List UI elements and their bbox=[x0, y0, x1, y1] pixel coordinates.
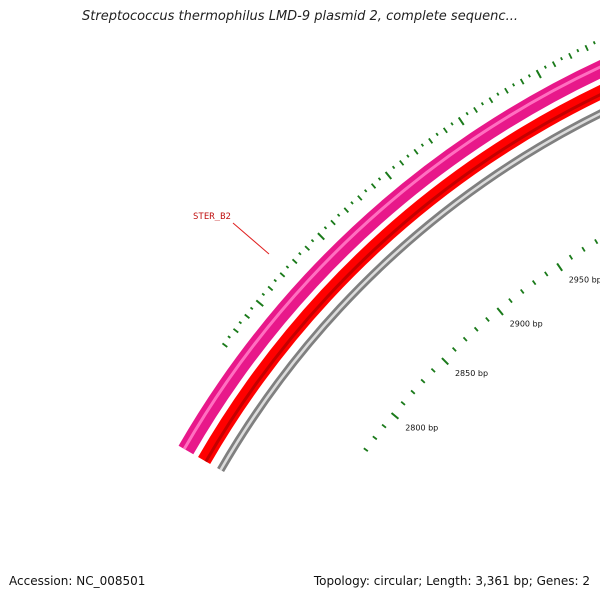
outer-tick-mark bbox=[399, 159, 405, 166]
tick-label: 2900 bp bbox=[510, 320, 543, 329]
inner-tick-mark bbox=[531, 280, 537, 286]
outer-tick-mark bbox=[350, 201, 354, 205]
tick-label: 2950 bp bbox=[569, 276, 600, 285]
outer-tick-mark bbox=[527, 74, 531, 78]
gene-label-leader bbox=[232, 222, 270, 255]
outer-tick-mark bbox=[273, 278, 277, 283]
outer-tick-mark bbox=[310, 238, 315, 243]
outer-tick-mark bbox=[357, 195, 363, 201]
outer-tick-mark bbox=[370, 183, 377, 189]
backbone-ring-highlight bbox=[219, 112, 600, 471]
gene-inner-track bbox=[198, 84, 600, 465]
outer-tick-mark bbox=[255, 299, 264, 307]
outer-tick-mark bbox=[227, 335, 231, 339]
outer-tick-mark bbox=[384, 171, 393, 180]
outer-tick-mark bbox=[457, 116, 465, 126]
outer-tick-mark bbox=[249, 306, 254, 311]
outer-tick-mark bbox=[413, 148, 419, 155]
outer-tick-mark bbox=[504, 87, 509, 94]
outer-tick-mark bbox=[364, 189, 368, 193]
inner-tick-mark bbox=[473, 326, 479, 332]
inner-tick-mark bbox=[581, 246, 586, 252]
inner-tick-mark bbox=[390, 412, 400, 420]
outer-tick-mark bbox=[496, 92, 500, 96]
outer-tick-mark bbox=[450, 122, 454, 126]
outer-tick-mark bbox=[428, 137, 434, 144]
tick-label: 2850 bp bbox=[455, 369, 488, 378]
inner-tick-mark bbox=[568, 254, 574, 260]
inner-tick-mark bbox=[400, 400, 406, 406]
inner-tick-mark bbox=[485, 316, 490, 322]
outer-tick-mark bbox=[543, 65, 547, 69]
inner-tick-mark bbox=[430, 367, 436, 373]
tick-label: 2800 bp bbox=[405, 423, 438, 432]
outer-tick-mark bbox=[377, 177, 382, 181]
outer-tick-mark bbox=[279, 272, 286, 278]
inner-tick-mark bbox=[544, 271, 549, 277]
outer-tick-mark bbox=[267, 285, 274, 292]
inner-tick-mark bbox=[381, 423, 387, 429]
topology-summary: Topology: circular; Length: 3,361 bp; Ge… bbox=[313, 574, 590, 588]
outer-tick-mark bbox=[560, 56, 564, 61]
gene-outer-track bbox=[178, 59, 600, 455]
inner-tick-mark bbox=[520, 288, 525, 295]
gene-label-ster-b2[interactable]: STER_B2 bbox=[193, 212, 231, 222]
outer-tick-mark bbox=[480, 102, 484, 106]
outer-tick-mark bbox=[576, 48, 580, 53]
outer-tick-mark bbox=[519, 78, 525, 85]
map-title: Streptococcus thermophilus LMD-9 plasmid… bbox=[82, 9, 518, 24]
inner-tick-mark bbox=[410, 389, 416, 395]
outer-tick-mark bbox=[442, 127, 448, 134]
inner-tick-mark bbox=[508, 298, 513, 304]
inner-tick-mark bbox=[462, 336, 468, 342]
inner-tick-mark bbox=[594, 238, 599, 245]
outer-tick-mark bbox=[406, 154, 410, 158]
inner-tick-mark bbox=[441, 357, 449, 366]
outer-tick-mark bbox=[535, 69, 542, 79]
outer-tick-mark bbox=[551, 61, 557, 68]
gene-outer-track-highlight bbox=[182, 65, 600, 450]
outer-tick-mark bbox=[285, 265, 290, 269]
outer-tick-mark bbox=[261, 292, 266, 297]
outer-tick-mark bbox=[592, 41, 596, 45]
outer-tick-mark bbox=[465, 111, 469, 116]
outer-tick-mark bbox=[391, 165, 396, 170]
outer-tick-mark bbox=[568, 52, 573, 60]
outer-tick-mark bbox=[343, 207, 350, 213]
outer-tick-mark bbox=[298, 252, 302, 256]
outer-tick-mark bbox=[323, 226, 328, 230]
inner-tick-mark bbox=[496, 307, 504, 316]
inner-tick-mark bbox=[372, 435, 378, 441]
outer-tick-mark bbox=[473, 106, 478, 113]
inner-tick-mark bbox=[556, 262, 563, 272]
outer-tick-mark bbox=[512, 83, 516, 87]
inner-tick-mark bbox=[363, 447, 369, 452]
outer-tick-mark bbox=[232, 328, 239, 334]
inner-tick-mark bbox=[451, 346, 457, 352]
outer-tick-mark bbox=[488, 97, 494, 104]
outer-tick-mark bbox=[304, 245, 311, 251]
outer-tick-mark bbox=[336, 213, 341, 217]
outer-tick-mark bbox=[330, 219, 336, 226]
gene-inner-track-shade bbox=[204, 93, 600, 463]
outer-tick-mark bbox=[244, 313, 250, 319]
outer-tick-mark bbox=[420, 143, 425, 147]
outer-tick-mark bbox=[435, 132, 439, 137]
inner-tick-mark bbox=[420, 378, 426, 384]
outer-tick-mark bbox=[291, 258, 298, 265]
outer-tick-mark bbox=[317, 232, 325, 241]
outer-tick-mark bbox=[221, 342, 228, 348]
outer-tick-mark bbox=[584, 44, 589, 52]
accession-label: Accession: NC_008501 bbox=[9, 574, 146, 588]
outer-tick-mark bbox=[238, 320, 242, 325]
